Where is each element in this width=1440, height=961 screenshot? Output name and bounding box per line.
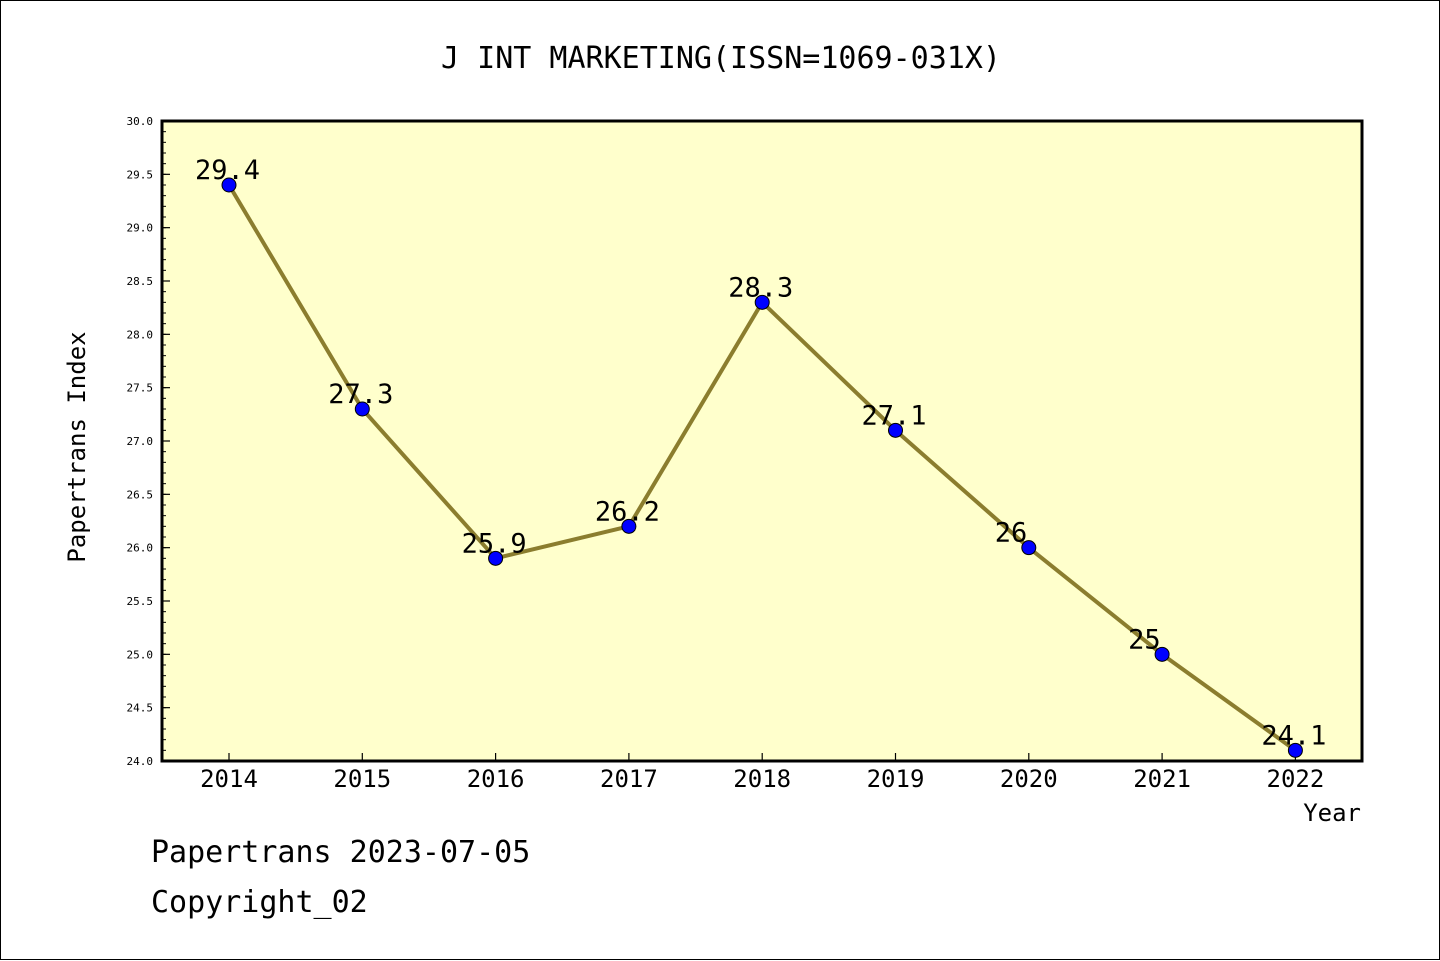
y-tick-label: 26.0: [127, 542, 154, 555]
data-point: [888, 422, 903, 438]
data-label: 29.4: [195, 155, 260, 186]
x-tick-label: 2016: [467, 765, 525, 793]
data-label: 25.9: [462, 528, 527, 559]
data-point: [621, 518, 637, 534]
data-point: [354, 401, 370, 417]
y-tick-label: 27.0: [127, 435, 154, 448]
data-point: [221, 177, 237, 193]
y-tick-label: 27.5: [127, 382, 154, 395]
y-axis-label: Papertrans Index: [63, 331, 91, 562]
data-point: [754, 294, 770, 310]
series-group: 29.4 27.3 25.9 26.2 28.3 27.1 26 25 24.1: [195, 155, 1326, 758]
data-label: 27.3: [328, 379, 393, 410]
y-tick-label: 24.0: [127, 755, 154, 768]
x-tick-label: 2018: [733, 765, 791, 793]
data-label: 25: [1128, 624, 1161, 655]
data-point: [1287, 742, 1303, 758]
footer-date: Papertrans 2023-07-05: [151, 835, 531, 870]
plot-area: [160, 119, 1364, 763]
data-label: 28.3: [728, 272, 793, 303]
y-tick-label: 29.5: [127, 168, 154, 181]
y-tick-label: 29.0: [127, 222, 154, 235]
x-tick-label: 2014: [200, 765, 258, 793]
y-tick-label: 28.0: [127, 328, 154, 341]
x-tick-label: 2021: [1133, 765, 1191, 793]
data-label: 26: [995, 518, 1028, 549]
data-label: 24.1: [1261, 720, 1326, 751]
y-tick-label: 25.0: [127, 648, 154, 661]
y-tick-label: 25.5: [127, 595, 154, 608]
x-axis-label: Year: [1303, 799, 1361, 827]
y-tick-label: 26.5: [127, 488, 154, 501]
y-tick-label: 24.5: [127, 702, 154, 715]
x-axis: 2014 2015 2016 2017 2018 2019 2020 2021 2022: [200, 753, 1324, 793]
y-tick-label: 30.0: [127, 115, 154, 128]
data-label: 26.2: [595, 496, 660, 527]
chart-title: J INT MARKETING(ISSN=1069-031X): [441, 41, 1001, 76]
data-point: [1021, 540, 1037, 556]
y-tick-label: 28.5: [127, 275, 154, 288]
x-tick-label: 2022: [1267, 765, 1325, 793]
data-point: [1154, 646, 1170, 662]
y-axis: 24.0 24.5 25.0 25.5 26.0 26.5 27.0 27.5 28.0 28.5…: [127, 115, 170, 768]
x-tick-label: 2017: [600, 765, 658, 793]
x-tick-label: 2020: [1000, 765, 1058, 793]
footer-copyright: Copyright_02: [151, 885, 368, 920]
data-point: [488, 550, 504, 566]
x-tick-label: 2019: [867, 765, 925, 793]
x-tick-label: 2015: [333, 765, 391, 793]
data-label: 27.1: [862, 400, 927, 431]
